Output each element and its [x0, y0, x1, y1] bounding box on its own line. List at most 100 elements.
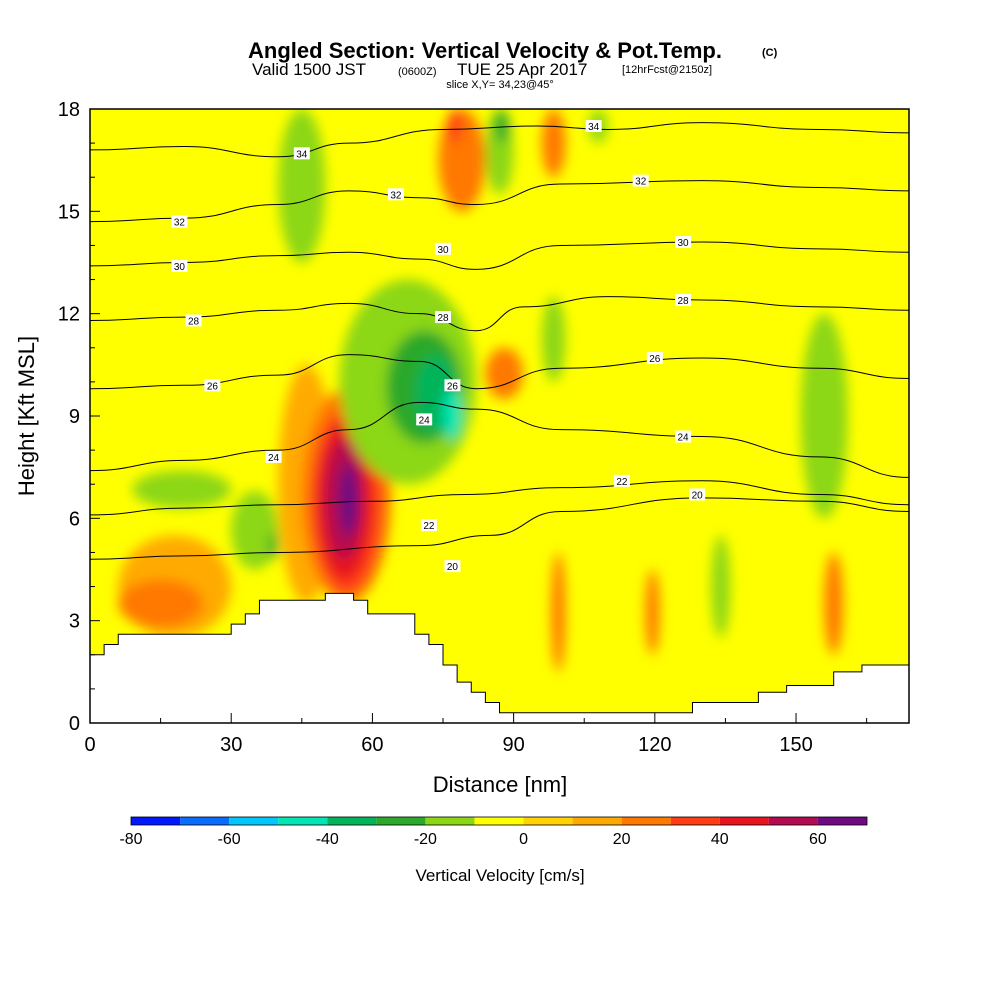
y-tick-label: 9	[69, 406, 80, 428]
pot-temp-contours	[90, 122, 909, 560]
colorbar-tick-label: 0	[519, 831, 528, 848]
theta-contour-30	[90, 241, 909, 270]
contour-label: 22	[420, 519, 437, 532]
contour-label-text: 34	[588, 122, 600, 133]
velocity-cell	[541, 296, 566, 382]
contour-label: 30	[675, 236, 692, 249]
contour-label-text: 24	[268, 453, 280, 464]
theta-contour-34	[90, 122, 909, 158]
velocity-cell	[443, 388, 462, 440]
colorbar-swatch	[131, 817, 181, 825]
contour-label: 30	[171, 259, 188, 273]
velocity-cell	[551, 552, 566, 672]
x-tick-label: 150	[779, 734, 812, 756]
velocity-cell	[278, 109, 326, 263]
y-tick-label: 18	[58, 99, 80, 121]
colorbar-swatch	[768, 817, 818, 825]
colorbar-tick-label: -40	[316, 831, 339, 848]
velocity-cell	[118, 579, 203, 628]
contour-label: 26	[646, 352, 663, 365]
x-tick-label: 60	[361, 734, 383, 756]
velocity-cell	[231, 491, 279, 570]
colorbar-tick-label: -80	[119, 831, 142, 848]
contour-label: 20	[444, 560, 461, 573]
contour-label-text: 28	[437, 313, 449, 324]
contour-label-text: 30	[678, 238, 690, 249]
colorbar-swatch	[719, 817, 769, 825]
contour-label-text: 28	[188, 316, 200, 327]
velocity-cell	[824, 552, 844, 655]
x-tick-label: 30	[220, 734, 242, 756]
contour-label-text: 34	[296, 149, 308, 160]
contour-label-text: 24	[419, 415, 431, 426]
contour-label-text: 26	[649, 354, 661, 365]
colorbar-tick-label: 20	[613, 831, 631, 848]
colorbar-label: Vertical Velocity [cm/s]	[415, 866, 584, 885]
valid-date: TUE 25 Apr 2017	[457, 60, 587, 79]
colorbar-frame	[130, 816, 868, 826]
colorbar-tick-label: -60	[218, 831, 241, 848]
contour-label-text: 30	[437, 245, 449, 256]
velocity-cell	[541, 109, 566, 178]
contour-label-text: 22	[423, 521, 435, 532]
velocity-cell	[438, 109, 486, 212]
contour-label: 26	[444, 379, 461, 392]
colorbar-tick-label: -20	[414, 831, 437, 848]
contour-label: 28	[435, 311, 452, 324]
colorbar-swatch	[621, 817, 671, 825]
contour-label-text: 26	[447, 381, 459, 392]
velocity-cell	[800, 313, 848, 519]
valid-zulu: (0600Z)	[398, 66, 437, 78]
title-unit: (C)	[762, 47, 778, 59]
contour-label-text: 28	[678, 296, 690, 307]
theta-contour-22	[90, 480, 909, 516]
velocity-cell	[494, 109, 509, 144]
contour-label: 32	[387, 188, 404, 201]
contour-label: 24	[675, 430, 692, 443]
colorbar-swatch	[523, 817, 573, 825]
colorbar-swatch	[474, 817, 524, 825]
velocity-cell	[711, 535, 731, 638]
colorbar-swatch	[180, 817, 230, 825]
chart-title: Angled Section: Vertical Velocity & Pot.…	[248, 38, 722, 63]
colorbar: -80 -60 -40 -20 0 20 40 60	[119, 816, 868, 848]
contour-label: 22	[613, 474, 630, 488]
colorbar-swatch	[327, 817, 377, 825]
axes: 0 30 60 90 120 150 0 3 6 9 12 15 18	[58, 99, 868, 756]
velocity-cell	[645, 569, 660, 655]
vertical-velocity-field	[118, 109, 848, 672]
theta-contour-28	[90, 296, 909, 332]
colorbar-tick-label: 40	[711, 831, 729, 848]
contour-label: 20	[689, 488, 706, 501]
colorbar-swatch	[670, 817, 720, 825]
contour-label: 24	[416, 413, 433, 426]
colorbar-swatch	[817, 817, 867, 825]
y-axis-label: Height [Kft MSL]	[14, 336, 39, 496]
theta-contour-24	[90, 401, 909, 478]
y-tick-label: 6	[69, 508, 80, 530]
colorbar-swatch	[229, 817, 279, 825]
contour-label: 28	[675, 294, 692, 307]
theta-contour-20	[90, 497, 909, 560]
x-axis-label: Distance [nm]	[433, 772, 568, 797]
velocity-cell	[268, 531, 279, 560]
colorbar-swatch	[425, 817, 475, 825]
velocity-cell	[339, 463, 359, 536]
contour-label-text: 32	[390, 190, 402, 201]
contour-label: 30	[435, 242, 452, 256]
velocity-cell	[485, 347, 524, 399]
theta-contour-26	[90, 354, 909, 390]
contour-label-text: 24	[678, 432, 690, 443]
contour-label: 32	[171, 215, 188, 229]
velocity-cell	[132, 470, 232, 509]
valid-prefix: Valid 1500 JST	[252, 60, 366, 79]
contour-label: 28	[185, 314, 202, 327]
y-tick-label: 3	[69, 611, 80, 633]
y-tick-label: 15	[58, 201, 80, 223]
terrain	[90, 592, 909, 723]
contour-label-text: 32	[635, 177, 647, 188]
colorbar-swatch	[376, 817, 426, 825]
slice-info: slice X,Y= 34,23@45°	[446, 79, 554, 91]
contour-label-text: 20	[692, 490, 704, 501]
